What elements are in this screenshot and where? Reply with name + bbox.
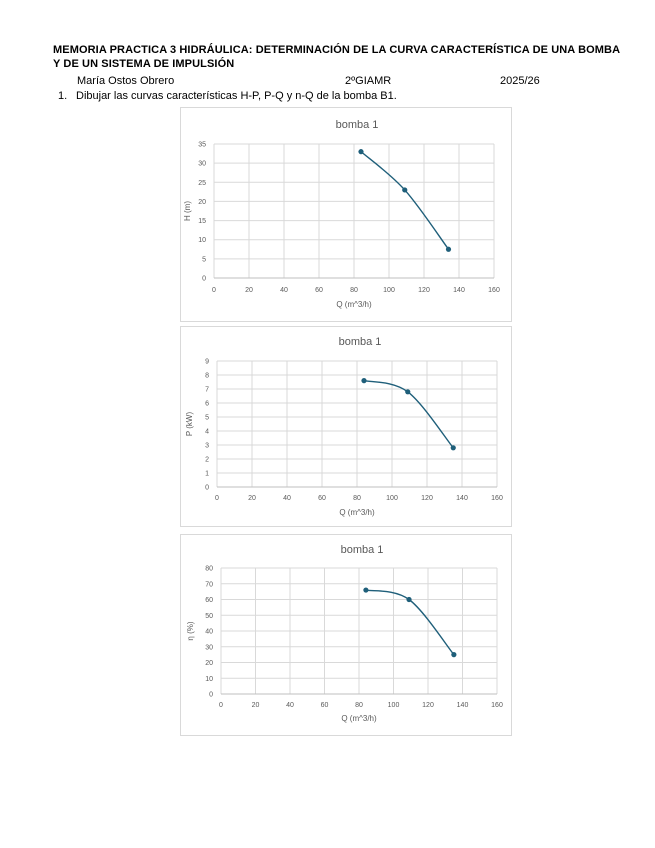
y-tick-label: 7 [205,387,209,394]
x-tick-label: 20 [252,702,260,709]
data-point [450,445,456,451]
x-tick-label: 140 [453,287,465,294]
x-tick-label: 60 [318,495,326,502]
data-point [451,652,457,658]
x-axis-label: Q (m^3/h) [339,508,375,517]
x-axis-label: Q (m^3/h) [341,714,377,723]
x-tick-label: 80 [353,495,361,502]
data-point [358,149,364,155]
y-tick-label: 6 [205,401,209,408]
chart-svg-0: bomba 1 0 5 10 15 20 25 30 35 0 20 40 60 80 100 120 140 1… [183,119,500,309]
y-tick-label: 8 [205,373,209,380]
y-tick-label: 1 [205,471,209,478]
data-point [361,378,367,384]
y-tick-label: 30 [205,644,213,651]
x-axis-label: Q (m^3/h) [336,300,372,309]
document-title: MEMORIA PRACTICA 3 HIDRÁULICA: DETERMINA… [53,44,620,70]
x-tick-label: 60 [321,702,329,709]
y-tick-label: 0 [205,485,209,492]
y-tick-label: 2 [205,457,209,464]
y-tick-label: 80 [205,566,213,573]
chart-title: bomba 1 [336,119,379,131]
x-tick-label: 20 [245,287,253,294]
y-tick-label: 30 [198,161,206,168]
x-tick-label: 40 [283,495,291,502]
x-tick-label: 120 [421,495,433,502]
y-tick-label: 20 [198,199,206,206]
y-tick-label: 4 [205,429,209,436]
y-tick-label: 25 [198,180,206,187]
course-label: 2ºGIAMR [345,75,392,87]
x-tick-label: 0 [212,287,216,294]
x-tick-label: 120 [418,287,430,294]
data-point [402,187,408,193]
x-tick-label: 80 [350,287,358,294]
x-tick-label: 100 [388,702,400,709]
x-tick-label: 60 [315,287,323,294]
data-point [405,389,411,395]
x-tick-label: 100 [383,287,395,294]
chart-svg-1: bomba 1 0 1 2 3 4 5 6 7 8 9 0 20 40 60 80 100 120 140 160 Q … [185,336,503,517]
academic-year: 2025/26 [500,75,540,87]
y-tick-label: 40 [205,629,213,636]
y-tick-label: 5 [202,256,206,263]
x-tick-label: 20 [248,495,256,502]
chart-svg-2: bomba 1 0 10 20 30 40 50 60 70 80 0 20 40 60 80 100 120 1… [186,544,503,723]
author-name: María Ostos Obrero [77,75,175,87]
x-tick-label: 160 [491,702,503,709]
chart-efficiency-vs-flow: bomba 1 0 10 20 30 40 50 60 70 80 0 20 40 60 80 100 120 1… [180,534,512,736]
y-tick-label: 3 [205,443,209,450]
y-tick-label: 35 [198,142,206,149]
x-tick-label: 40 [286,702,294,709]
y-tick-label: 20 [205,660,213,667]
chart-title: bomba 1 [339,336,382,348]
y-axis-label: P (kW) [185,412,194,437]
y-tick-label: 60 [205,597,213,604]
x-tick-label: 0 [215,495,219,502]
y-tick-label: 5 [205,415,209,422]
question-number: 1. [58,90,68,102]
chart-title: bomba 1 [341,544,384,556]
data-point [445,246,452,252]
series-line [360,151,450,250]
y-tick-label: 50 [205,613,213,620]
x-tick-label: 40 [280,287,288,294]
x-tick-label: 160 [491,495,503,502]
y-tick-label: 0 [209,692,213,699]
y-tick-label: 0 [202,276,206,283]
x-tick-label: 100 [386,495,398,502]
x-tick-label: 140 [457,702,469,709]
x-tick-label: 80 [355,702,363,709]
y-tick-label: 70 [205,581,213,588]
question-1: 1. Dibujar las curvas características H-P… [58,90,397,102]
y-tick-label: 9 [205,359,209,366]
y-axis-label: η (%) [186,621,195,640]
x-tick-label: 160 [488,287,500,294]
y-tick-label: 10 [205,676,213,683]
question-text: Dibujar las curvas características H-P, … [76,90,397,102]
y-axis-label: H (m) [183,201,192,221]
y-tick-label: 15 [198,218,206,225]
y-tick-label: 10 [198,237,206,244]
chart-power-vs-flow: bomba 1 0 1 2 3 4 5 6 7 8 9 0 20 40 60 80 100 120 140 160 Q … [180,326,512,527]
data-point [406,596,412,603]
chart-head-vs-flow: bomba 1 0 5 10 15 20 25 30 35 0 20 40 60 80 100 120 140 1… [180,107,512,322]
x-tick-label: 140 [456,495,468,502]
x-tick-label: 120 [422,702,434,709]
data-point [363,587,369,593]
x-tick-label: 0 [219,702,223,709]
